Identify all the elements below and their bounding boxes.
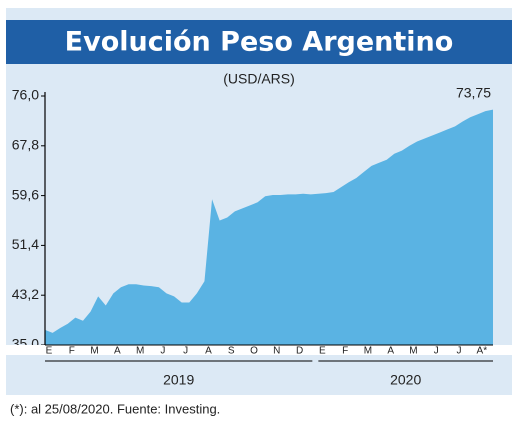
x-tick-label: F — [342, 346, 348, 357]
x-tick-label: M — [409, 346, 417, 357]
y-tick-label: 51,4 — [12, 236, 39, 252]
x-tick-label: D — [296, 346, 303, 357]
y-tick-label: 43,2 — [12, 286, 39, 302]
x-tick-label: M — [136, 346, 144, 357]
annotation: 73,75 — [456, 84, 491, 100]
x-tick-label: E — [46, 346, 53, 357]
footnote: (*): al 25/08/2020. Fuente: Investing. — [10, 401, 220, 416]
x-tick-label: E — [319, 346, 326, 357]
x-tick-label: A — [114, 346, 121, 357]
chart-title: Evolución Peso Argentino — [65, 27, 454, 58]
x-tick-label: A* — [477, 346, 488, 357]
title-bar — [6, 20, 512, 64]
x-tick-label: A — [205, 346, 212, 357]
chart-subtitle: (USD/ARS) — [223, 71, 295, 87]
x-tick-label: J — [160, 346, 165, 357]
year-label: 2020 — [390, 372, 421, 388]
year-label: 2019 — [163, 372, 194, 388]
x-tick-label: A — [387, 346, 394, 357]
area — [45, 109, 493, 345]
x-tick-label: F — [69, 346, 75, 357]
x-tick-label: J — [457, 346, 462, 357]
y-tick-label: 59,6 — [12, 186, 39, 202]
y-tick-label: 67,8 — [12, 137, 39, 153]
x-tick-label: O — [250, 346, 258, 357]
x-tick-label: M — [90, 346, 98, 357]
x-axis-band — [6, 345, 512, 355]
y-tick-label: 76,0 — [12, 87, 39, 103]
x-tick-label: M — [364, 346, 372, 357]
x-tick-label: S — [228, 346, 235, 357]
x-tick-label: J — [434, 346, 439, 357]
x-tick-label: N — [273, 346, 280, 357]
x-tick-label: J — [183, 346, 188, 357]
